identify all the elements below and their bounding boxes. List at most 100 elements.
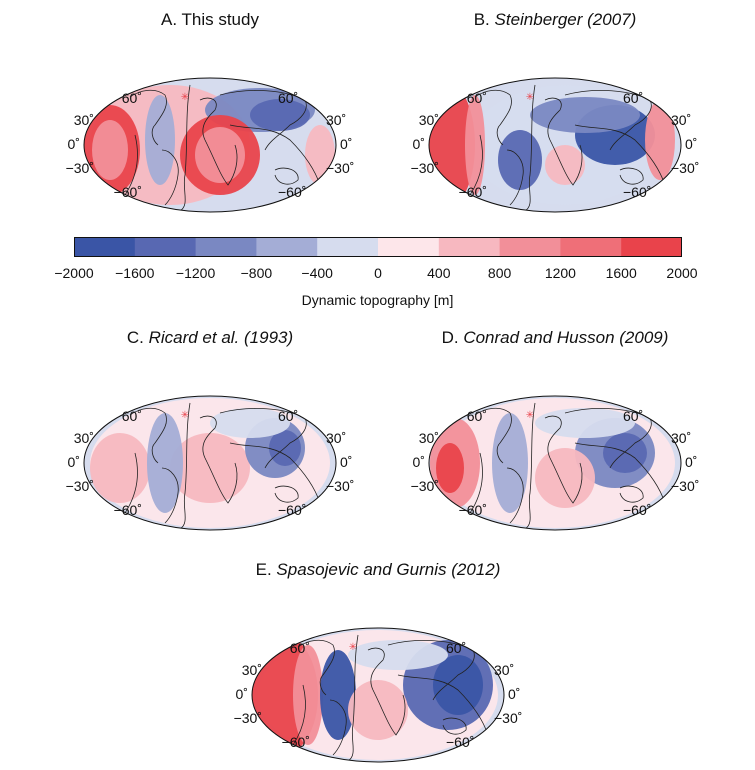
world-map: ✳ xyxy=(83,77,337,213)
topography-region xyxy=(603,433,647,473)
latitude-label-right: 60˚ xyxy=(278,408,299,424)
panel-title: E. Spasojevic and Gurnis (2012) xyxy=(208,560,548,580)
topography-region xyxy=(465,95,485,195)
topography-region xyxy=(433,655,483,715)
panel-title-text: Ricard et al. (1993) xyxy=(148,328,294,347)
world-map: ✳ xyxy=(428,77,682,213)
latitude-label-right: −30˚ xyxy=(494,710,523,726)
latitude-label-left: 0˚ xyxy=(412,454,425,470)
latitude-label-right: −60˚ xyxy=(278,502,307,518)
world-map: ✳ xyxy=(83,395,337,531)
latitude-label-right: 0˚ xyxy=(340,136,353,152)
latitude-label-left: −30˚ xyxy=(410,160,439,176)
latitude-label-left: 30˚ xyxy=(241,662,262,678)
panel-a: A. This study ✳ 60˚ 60˚ 30˚ 30˚ 0˚ 0˚ −30˚ −30˚ −6… xyxy=(40,10,380,220)
panel-title: C. Ricard et al. (1993) xyxy=(40,328,380,348)
latitude-label-left: 30˚ xyxy=(73,112,94,128)
coastlines xyxy=(292,634,489,762)
panel-letter: A. xyxy=(161,10,182,29)
latitude-label-right: 30˚ xyxy=(494,662,515,678)
latitude-label-right: −30˚ xyxy=(671,160,700,176)
map-outline xyxy=(83,77,337,213)
latitude-label-left: 60˚ xyxy=(121,408,142,424)
topography-region xyxy=(320,650,356,740)
latitude-label-left: 30˚ xyxy=(418,112,439,128)
latitude-label-right: 30˚ xyxy=(326,430,347,446)
topography-region xyxy=(145,95,175,185)
colorbar-segment xyxy=(256,237,318,257)
panel-letter: B. xyxy=(473,10,495,29)
latitude-label-left: 0˚ xyxy=(67,136,80,152)
latitude-label-left: −30˚ xyxy=(65,160,94,176)
colorbar-title: Dynamic topography [m] xyxy=(301,292,454,308)
colorbar-tick-label: 800 xyxy=(487,265,512,281)
latitude-label-right: 60˚ xyxy=(623,90,644,106)
latitude-label-left: 60˚ xyxy=(121,90,142,106)
topography-region xyxy=(545,145,585,185)
topography-region xyxy=(348,640,448,670)
panel-letter: D. xyxy=(441,328,464,347)
latitude-label-right: 30˚ xyxy=(671,430,692,446)
latitude-label-left: −60˚ xyxy=(281,734,310,750)
colorbar-tick-label: −1200 xyxy=(175,265,216,281)
coastlines xyxy=(124,402,321,530)
latitude-label-right: −30˚ xyxy=(326,478,355,494)
panel-letter: C. xyxy=(126,328,149,347)
location-marker-icon: ✳ xyxy=(181,410,189,421)
colorbar-tick-label: 400 xyxy=(427,265,451,281)
topography-region xyxy=(535,408,635,438)
latitude-label-left: 0˚ xyxy=(412,136,425,152)
latitude-label-left: 0˚ xyxy=(67,454,80,470)
topography-region xyxy=(210,408,290,438)
topography-region xyxy=(195,127,245,183)
latitude-label-right: 60˚ xyxy=(278,90,299,106)
colorbar-frame xyxy=(74,237,682,257)
topography-region xyxy=(305,125,335,185)
panel-letter: E. xyxy=(255,560,277,579)
topography-region xyxy=(348,680,408,740)
coastlines xyxy=(469,402,666,530)
topography-region xyxy=(293,645,323,745)
coastlines xyxy=(124,84,321,212)
latitude-label-left: −30˚ xyxy=(65,478,94,494)
panel-title-text: This study xyxy=(181,10,259,29)
panel-d: D. Conrad and Husson (2009) ✳ 60˚ 60˚ 30˚ 30˚… xyxy=(385,328,725,538)
latitude-label-right: 30˚ xyxy=(671,112,692,128)
panel-title: A. This study xyxy=(40,10,380,30)
latitude-label-left: −60˚ xyxy=(458,502,487,518)
latitude-label-left: −60˚ xyxy=(113,184,142,200)
latitude-label-right: 0˚ xyxy=(340,454,353,470)
topography-region xyxy=(498,130,542,190)
topography-region xyxy=(436,443,464,493)
panel-b: B. Steinberger (2007) ✳ 60˚ 60˚ 30˚ 30˚ 0˚ 0˚ −3… xyxy=(385,10,725,220)
colorbar-tick-label: −400 xyxy=(301,265,333,281)
panel-title-text: Steinberger (2007) xyxy=(494,10,637,29)
colorbar-tick-label: 1200 xyxy=(544,265,576,281)
topography-region xyxy=(535,448,595,508)
colorbar-segment xyxy=(499,237,561,257)
location-marker-icon: ✳ xyxy=(349,642,357,653)
latitude-label-right: 0˚ xyxy=(685,136,698,152)
topography-region xyxy=(250,99,310,131)
panel-e: E. Spasojevic and Gurnis (2012) ✳ 60˚ 60˚ 30… xyxy=(208,560,548,770)
latitude-label-right: 0˚ xyxy=(685,454,698,470)
latitude-label-right: −30˚ xyxy=(671,478,700,494)
world-map: ✳ xyxy=(251,627,505,763)
colorbar-tick-label: −800 xyxy=(240,265,273,281)
topography-region xyxy=(147,413,183,513)
latitude-label-left: 60˚ xyxy=(289,640,310,656)
latitude-label-right: 30˚ xyxy=(326,112,347,128)
location-marker-icon: ✳ xyxy=(526,410,534,421)
topography-region xyxy=(530,97,640,133)
colorbar-tick-label: 0 xyxy=(374,265,382,281)
location-marker-icon: ✳ xyxy=(181,92,189,103)
latitude-label-left: 60˚ xyxy=(466,408,487,424)
latitude-label-right: 0˚ xyxy=(508,686,521,702)
latitude-label-right: −30˚ xyxy=(326,160,355,176)
colorbar-segment xyxy=(195,237,257,257)
latitude-label-left: −60˚ xyxy=(458,184,487,200)
colorbar-segment xyxy=(317,237,379,257)
map-outline xyxy=(428,77,682,213)
latitude-label-left: −30˚ xyxy=(410,478,439,494)
panel-title-text: Conrad and Husson (2009) xyxy=(463,328,669,347)
